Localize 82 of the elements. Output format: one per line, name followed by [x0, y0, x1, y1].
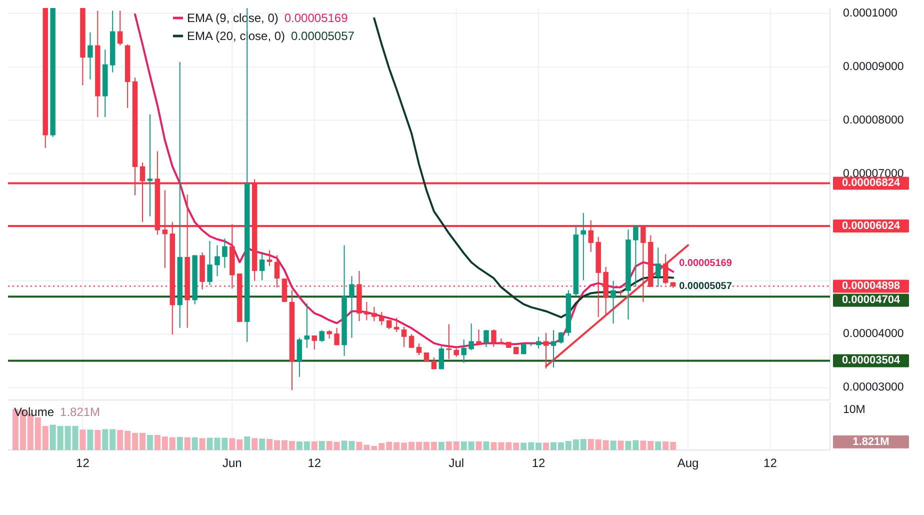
bar	[259, 438, 266, 450]
candlestick	[610, 280, 616, 324]
candlestick	[476, 329, 482, 346]
ref-line-label: 0.00003504	[842, 354, 901, 367]
y-tick-label: 0.0001000	[843, 7, 898, 20]
text: 0.00005057	[291, 29, 354, 43]
candlestick	[416, 343, 422, 356]
x-tick-label: 12	[764, 456, 778, 470]
bar	[87, 430, 94, 450]
candlestick	[550, 330, 556, 368]
line-series	[134, 13, 674, 348]
y-tick-label: 0.00004000	[843, 328, 904, 340]
candlestick	[334, 327, 340, 346]
bar	[655, 441, 662, 450]
y-tick-label: 0.00003000	[843, 382, 904, 394]
candlestick	[424, 352, 430, 362]
text: 1.821M	[852, 436, 890, 448]
bar	[543, 442, 550, 450]
candlestick	[372, 306, 377, 322]
candlestick	[461, 339, 466, 364]
bar	[252, 438, 258, 450]
candlestick	[379, 311, 384, 326]
candlestick	[656, 247, 661, 288]
bar	[146, 434, 153, 450]
x-tick-label: 12	[532, 456, 546, 470]
candlestick	[408, 334, 414, 348]
candlestick	[633, 224, 638, 288]
candlestick	[401, 326, 407, 348]
candlestick	[484, 330, 489, 348]
candlestick	[394, 317, 400, 332]
text: 0.00005169	[284, 11, 348, 25]
x-tick-label: 12	[76, 456, 90, 470]
y-tick-label: 0.00008000	[843, 114, 904, 126]
candlestick	[319, 330, 324, 342]
bar	[176, 436, 183, 450]
bar	[476, 441, 482, 450]
bar	[244, 436, 250, 450]
candlestick	[446, 324, 452, 360]
candlestick	[147, 114, 153, 217]
candlestick	[222, 238, 228, 268]
candlestick	[468, 323, 474, 351]
bar	[311, 441, 318, 450]
x-tick-label: 12	[308, 456, 322, 470]
ref-line-label: 0.00004898	[842, 280, 900, 292]
bar	[610, 440, 616, 450]
candlestick	[536, 336, 542, 349]
bar	[80, 430, 86, 450]
bar	[318, 441, 325, 450]
ref-line-label: 0.00006824	[842, 177, 901, 190]
candlestick	[266, 250, 272, 266]
candlestick	[117, 10, 123, 46]
candlestick	[88, 32, 93, 80]
candlestick	[558, 331, 564, 344]
candlestick	[312, 335, 317, 350]
candlestick	[296, 337, 302, 378]
ref-line-label: 0.00006024	[842, 220, 901, 232]
data-label: 0.00005169	[679, 258, 732, 270]
bar	[199, 438, 206, 450]
candlestick	[438, 346, 444, 370]
x-tick-label: Jun	[222, 456, 242, 470]
ref-line-label: 0.00004704	[842, 294, 901, 306]
bar	[483, 441, 490, 450]
x-tick-label: Jul	[448, 456, 464, 470]
data-label: 0.00005057	[679, 281, 732, 292]
candlestick	[491, 329, 496, 348]
bar	[438, 442, 444, 450]
annotation: 1.821M	[60, 405, 100, 419]
bar	[192, 437, 198, 450]
candlestick	[207, 240, 212, 286]
text: 10M	[843, 404, 866, 416]
bar	[184, 437, 190, 450]
candlestick	[259, 251, 265, 281]
candlestick	[214, 244, 220, 277]
chart-title: Volume	[14, 405, 54, 419]
candlestick	[304, 303, 310, 348]
bar	[618, 440, 624, 450]
y-tick-label: 0.00009000	[843, 60, 904, 73]
bar	[94, 430, 101, 450]
candlestick	[364, 301, 370, 321]
x-tick-label: Aug	[677, 456, 699, 470]
line-series	[373, 17, 674, 318]
candlestick	[349, 276, 354, 338]
